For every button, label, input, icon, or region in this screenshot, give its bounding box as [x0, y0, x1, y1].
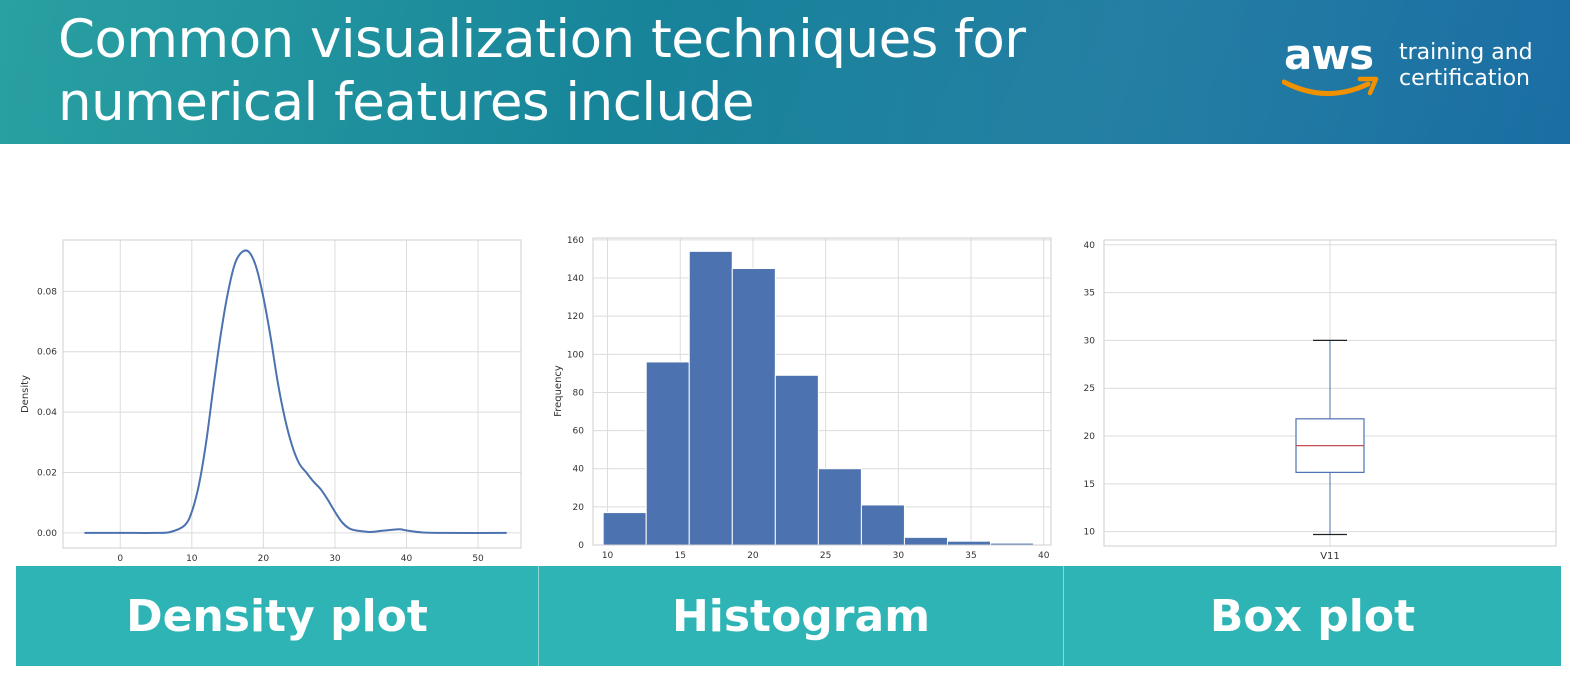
- histogram-series: [602, 250, 1035, 546]
- label-box-plot: Box plot: [1063, 566, 1561, 666]
- histogram-ytick-label: 0: [578, 541, 584, 551]
- density-series: [84, 249, 507, 534]
- density-curve: [84, 249, 507, 534]
- boxplot-ytick-label: 40: [1084, 241, 1096, 251]
- boxplot-tick-labels: 10 15 20 25 30 35 40 V11: [1084, 241, 1340, 562]
- boxplot-category-label: V11: [1320, 551, 1340, 562]
- histogram-ytick-label: 40: [573, 465, 585, 475]
- label-histogram: Histogram: [538, 566, 1063, 666]
- density-xtick-label: 10: [186, 554, 198, 564]
- histogram-bar: [731, 268, 776, 546]
- histogram-ytick-label: 120: [567, 312, 584, 322]
- histogram-ytick-label: 100: [567, 350, 584, 360]
- density-xtick-label: 20: [258, 554, 270, 564]
- boxplot-ytick-label: 25: [1084, 384, 1095, 394]
- histogram-xtick-label: 10: [602, 551, 614, 561]
- histogram-chart: 10 15 20 25 30 35 40 0 20 40 60 80 100 120 140 160 Freq…: [553, 236, 1052, 561]
- density-ytick-label: 0.08: [37, 287, 57, 297]
- page-title: Common visualization techniques for nume…: [58, 9, 1026, 133]
- boxplot-ytick-label: 15: [1084, 480, 1095, 490]
- histogram-ytick-label: 20: [573, 503, 585, 513]
- histogram-xtick-label: 30: [893, 551, 905, 561]
- aws-logo-subtitle: training and certification: [1399, 40, 1533, 92]
- histogram-ylabel: Frequency: [553, 365, 564, 417]
- density-plot-chart: 0 10 20 30 40 50 0.00 0.02 0.04 0.06 0.08 Density: [20, 239, 522, 564]
- title-banner: Common visualization techniques for nume…: [0, 0, 1570, 144]
- histogram-bar: [860, 504, 905, 546]
- histogram-ytick-label: 140: [567, 274, 584, 284]
- histogram-ytick-label: 160: [567, 236, 584, 246]
- density-xtick-label: 0: [117, 554, 123, 564]
- aws-logo: aws training and certification: [1278, 30, 1548, 110]
- boxplot-plot-frame: [1103, 239, 1557, 547]
- histogram-bar: [774, 374, 819, 546]
- density-ytick-label: 0.06: [37, 348, 57, 358]
- histogram-xtick-label: 40: [1038, 551, 1050, 561]
- boxplot-series: [1295, 339, 1365, 536]
- histogram-bar: [645, 361, 690, 546]
- logo-sub-line-2: certification: [1399, 66, 1530, 91]
- histogram-ytick-label: 80: [573, 388, 585, 398]
- histogram-bar: [946, 540, 992, 546]
- boxplot-ytick-label: 35: [1084, 289, 1095, 299]
- density-xtick-label: 30: [329, 554, 341, 564]
- histogram-bar: [903, 536, 948, 546]
- label-density-plot: Density plot: [16, 566, 538, 666]
- density-ytick-label: 0.00: [37, 529, 57, 539]
- density-plot-frame: [62, 239, 522, 549]
- histogram-plot-frame: [592, 237, 1052, 546]
- histogram-ytick-label: 60: [573, 427, 585, 437]
- boxplot-ytick-label: 30: [1084, 336, 1096, 346]
- histogram-bar: [688, 250, 733, 546]
- histogram-xtick-label: 15: [675, 551, 686, 561]
- technique-labels: Density plot Histogram Box plot: [16, 566, 1561, 666]
- histogram-bar: [817, 468, 862, 546]
- box-plot-chart: 10 15 20 25 30 35 40 V11: [1084, 239, 1557, 562]
- boxplot-ytick-label: 10: [1084, 528, 1096, 538]
- density-ylabel: Density: [20, 375, 31, 413]
- aws-smile-icon: [1282, 76, 1379, 96]
- aws-logo-word: aws: [1284, 30, 1374, 79]
- histogram-xtick-label: 35: [965, 551, 976, 561]
- histogram-bar: [602, 512, 647, 546]
- boxplot-ytick-label: 20: [1084, 432, 1096, 442]
- density-ytick-label: 0.04: [37, 408, 57, 418]
- histogram-xtick-label: 20: [747, 551, 759, 561]
- histogram-xtick-label: 25: [820, 551, 831, 561]
- density-ytick-label: 0.02: [37, 469, 57, 479]
- density-xtick-label: 40: [401, 554, 413, 564]
- density-grid: [63, 240, 521, 548]
- logo-sub-line-1: training and: [1399, 40, 1533, 65]
- density-xtick-label: 50: [472, 554, 484, 564]
- histogram-tick-labels: 10 15 20 25 30 35 40 0 20 40 60 80 100 120 140 160: [567, 236, 1050, 561]
- density-tick-labels: 0 10 20 30 40 50 0.00 0.02 0.04 0.06 0.08: [37, 287, 484, 564]
